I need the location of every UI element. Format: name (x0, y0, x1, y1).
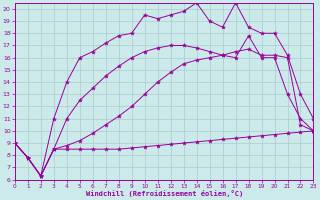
X-axis label: Windchill (Refroidissement éolien,°C): Windchill (Refroidissement éolien,°C) (85, 190, 243, 197)
